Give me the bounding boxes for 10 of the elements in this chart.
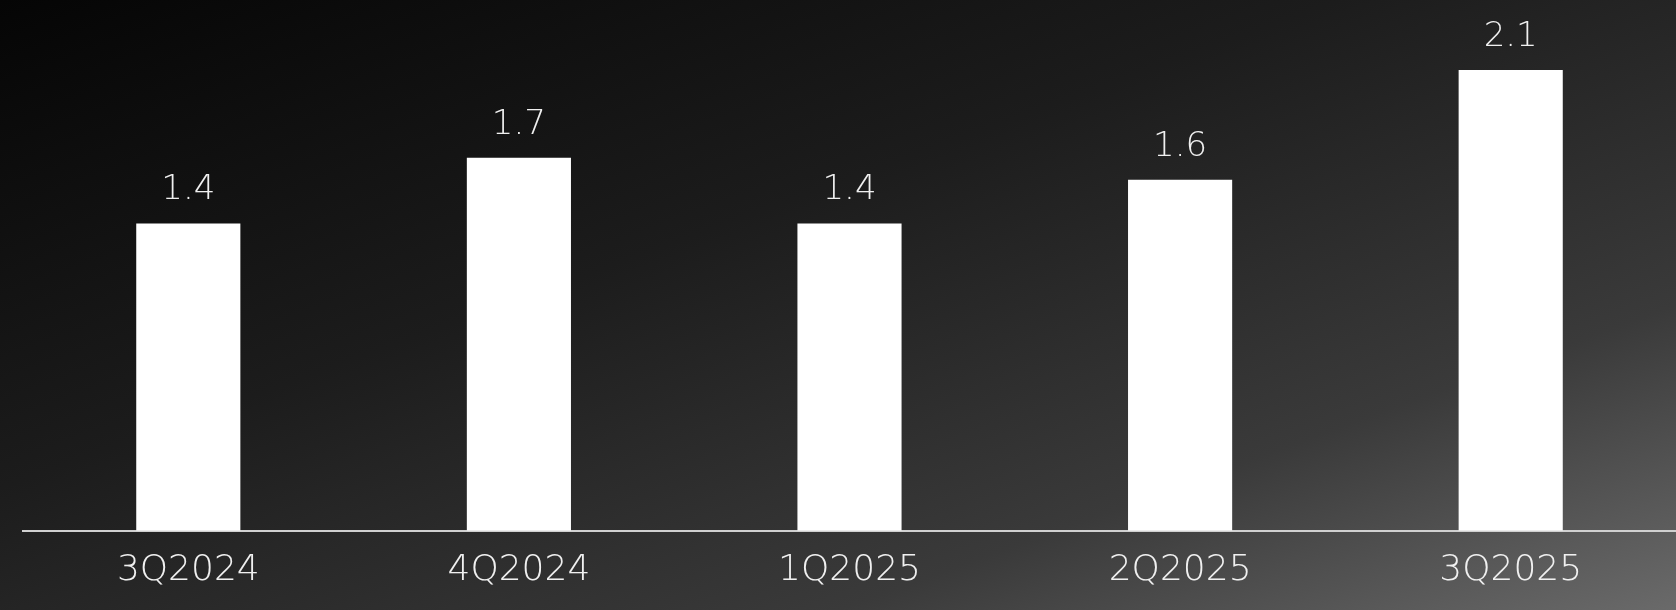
data-label: 1.4	[161, 167, 216, 208]
data-label: 1.7	[491, 101, 546, 142]
data-label: 2.1	[1483, 13, 1538, 54]
data-label: 1.6	[1153, 123, 1208, 164]
data-label: 1.4	[822, 167, 877, 208]
x-tick-label: 3Q2024	[116, 546, 260, 588]
x-tick-label: 2Q2025	[1108, 546, 1252, 588]
x-tick-label: 3Q2025	[1439, 546, 1583, 588]
x-tick-label: 1Q2025	[778, 546, 921, 588]
x-tick-label: 4Q2024	[447, 546, 591, 588]
